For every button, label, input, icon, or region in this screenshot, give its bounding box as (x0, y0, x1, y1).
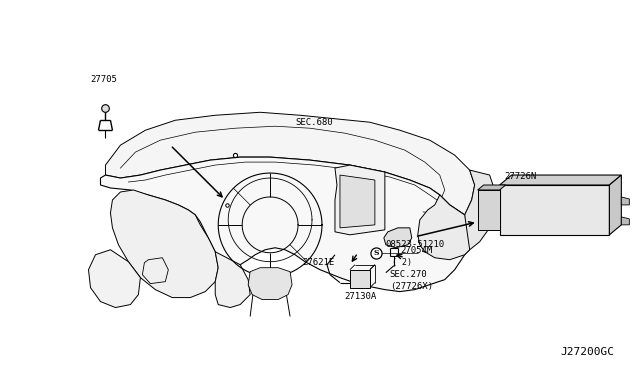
Text: J27200GC: J27200GC (561, 347, 614, 357)
Polygon shape (384, 228, 412, 248)
Polygon shape (215, 252, 250, 308)
Polygon shape (340, 175, 375, 228)
Polygon shape (88, 250, 140, 308)
Text: 08523-51210: 08523-51210 (386, 240, 445, 249)
Polygon shape (477, 190, 500, 230)
Text: 27054M: 27054M (400, 246, 432, 255)
Text: 27705: 27705 (90, 76, 117, 84)
Polygon shape (100, 157, 470, 292)
Text: SEC.680: SEC.680 (295, 118, 333, 127)
Text: S: S (373, 249, 379, 257)
Polygon shape (621, 217, 629, 225)
Polygon shape (465, 170, 495, 255)
Polygon shape (418, 195, 470, 260)
Text: 27621E: 27621E (302, 258, 334, 267)
Polygon shape (500, 175, 621, 185)
Text: SEC.270: SEC.270 (390, 270, 428, 279)
Polygon shape (621, 197, 629, 205)
Polygon shape (609, 175, 621, 235)
Polygon shape (111, 190, 218, 298)
Polygon shape (248, 268, 292, 299)
Polygon shape (335, 165, 385, 235)
Text: (27726X): (27726X) (390, 282, 433, 291)
Polygon shape (350, 270, 370, 288)
Text: 27130A: 27130A (344, 292, 376, 301)
Text: ( 2): ( 2) (392, 258, 412, 267)
Polygon shape (477, 185, 506, 190)
Text: 27726N: 27726N (504, 172, 537, 181)
Polygon shape (500, 185, 609, 235)
Polygon shape (106, 112, 475, 215)
